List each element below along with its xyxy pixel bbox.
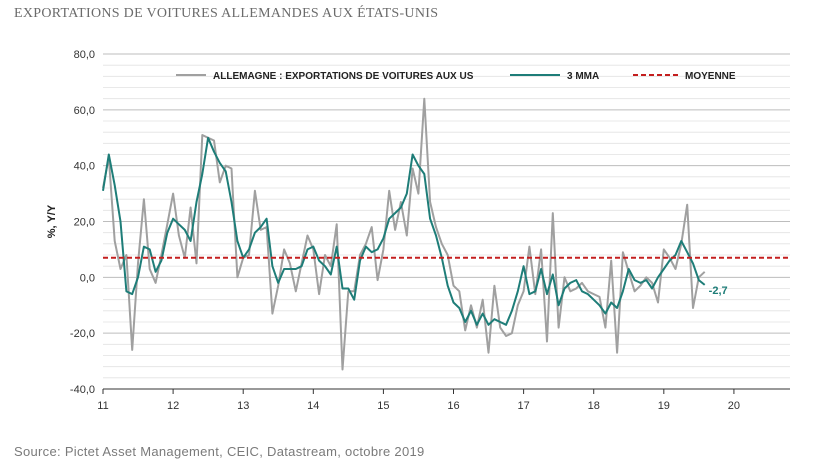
x-tick-label: 18 — [588, 400, 600, 412]
x-tick-label: 14 — [307, 400, 319, 412]
y-axis-label: %, Y/Y — [46, 204, 58, 238]
y-tick-label: 0,0 — [80, 272, 95, 284]
x-tick-label: 16 — [447, 400, 459, 412]
x-tick-label: 17 — [517, 400, 529, 412]
legend-label: MOYENNE — [685, 71, 736, 82]
y-tick-label: 60,0 — [74, 105, 95, 117]
x-tick-labels: 11 12 13 14 15 16 17 18 19 20 — [97, 400, 740, 412]
legend: ALLEMAGNE : EXPORTATIONS DE VOITURES AUX… — [176, 71, 736, 82]
legend-label: 3 MMA — [567, 71, 599, 82]
line-chart: -40,0 -20,0 0,0 20,0 40,0 60,0 80,0 11 12 13 14 15… — [46, 49, 790, 412]
x-tick-label: 12 — [167, 400, 179, 412]
legend-label: ALLEMAGNE : EXPORTATIONS DE VOITURES AUX… — [213, 71, 474, 82]
x-tick-label: 11 — [97, 400, 108, 412]
grid-lines — [102, 53, 790, 394]
series-line-exports — [102, 97, 706, 371]
y-tick-label: 40,0 — [74, 161, 95, 173]
last-value-label: -2,7 — [709, 285, 728, 297]
source-note: Source: Pictet Asset Management, CEIC, D… — [14, 444, 425, 459]
y-tick-labels: -40,0 -20,0 0,0 20,0 40,0 60,0 80,0 — [70, 49, 95, 396]
chart-title: EXPORTATIONS DE VOITURES ALLEMANDES AUX … — [14, 6, 439, 21]
series-group: -2,7 — [102, 97, 790, 371]
x-tick-label: 19 — [658, 400, 670, 412]
x-tick-label: 15 — [377, 400, 389, 412]
x-tick-label: 20 — [728, 400, 740, 412]
y-tick-label: 80,0 — [74, 49, 95, 61]
y-tick-label: -20,0 — [70, 328, 95, 340]
series-line-3mma — [102, 136, 706, 326]
y-tick-label: -40,0 — [70, 384, 95, 396]
y-tick-label: 20,0 — [74, 217, 95, 229]
x-tick-label: 13 — [237, 400, 249, 412]
